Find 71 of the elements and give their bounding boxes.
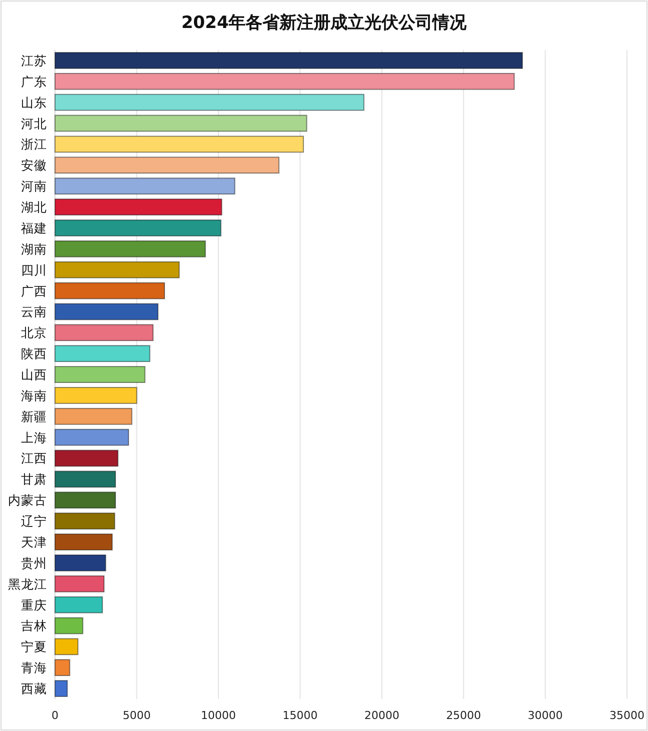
y-tick-label: 辽宁 [21, 514, 47, 529]
y-tick-label: 湖南 [21, 241, 47, 256]
y-tick-label: 吉林 [21, 618, 47, 634]
bar [54, 178, 236, 195]
bar [54, 596, 103, 614]
y-tick-label: 甘肃 [21, 472, 47, 487]
y-tick-label: 内蒙古 [8, 492, 47, 508]
y-tick-label: 四川 [21, 262, 47, 278]
y-tick-label: 广东 [21, 74, 47, 89]
y-tick-label: 湖北 [21, 200, 47, 215]
bar [54, 324, 154, 342]
bar [54, 366, 146, 383]
y-tick-label: 海南 [21, 388, 47, 403]
bar [54, 136, 304, 153]
y-tick-label: 福建 [21, 220, 47, 236]
y-tick-label: 天津 [21, 534, 47, 550]
y-tick-label: 江西 [21, 450, 47, 466]
y-tick-label: 云南 [21, 304, 47, 320]
y-tick-label: 广西 [21, 283, 47, 298]
chart-title: 2024年各省新注册成立光伏公司情况 [181, 13, 468, 33]
bar [54, 575, 105, 592]
bar [54, 680, 68, 697]
y-tick-label: 陕西 [21, 346, 47, 362]
bar [54, 240, 206, 258]
bar [54, 554, 106, 572]
y-tick-label: 黑龙江 [8, 576, 47, 592]
y-tick-label: 安徽 [21, 158, 47, 173]
bar [54, 303, 158, 320]
bar [54, 428, 130, 446]
bar [54, 534, 113, 550]
x-tick-label: 30000 [528, 709, 563, 722]
bar [54, 114, 308, 132]
bar [54, 617, 84, 634]
y-tick-label: 江苏 [21, 52, 47, 68]
y-tick-label: 青海 [21, 660, 47, 676]
bar [54, 408, 132, 425]
bar [54, 450, 118, 467]
bar [54, 261, 180, 278]
y-tick-label: 贵州 [21, 555, 47, 570]
y-tick-label: 重庆 [21, 597, 47, 612]
bar [54, 219, 222, 236]
bar [54, 345, 150, 362]
bar [54, 492, 116, 509]
x-tick-label: 10000 [200, 709, 236, 722]
bar [54, 470, 116, 488]
bar [54, 52, 523, 69]
y-tick-label: 宁夏 [21, 639, 47, 654]
bar [54, 659, 70, 676]
y-tick-label: 河南 [21, 178, 47, 194]
y-tick-label: 山西 [21, 367, 47, 382]
y-tick-label: 西藏 [21, 681, 47, 696]
x-tick-label: 20000 [364, 709, 400, 722]
bar [54, 638, 78, 656]
bar [54, 198, 222, 216]
bar [54, 94, 364, 111]
x-tick-label: 35000 [610, 709, 644, 722]
y-tick-label: 北京 [21, 325, 47, 340]
x-tick-label: 15000 [282, 709, 318, 722]
y-tick-label: 上海 [21, 430, 47, 445]
bar [54, 156, 280, 174]
x-tick-label: 0 [52, 709, 58, 722]
y-tick-label: 新疆 [21, 408, 47, 424]
bar [54, 386, 138, 404]
x-tick-label: 5000 [122, 709, 151, 722]
y-tick-label: 河北 [21, 116, 47, 131]
x-tick-label: 25000 [446, 709, 482, 722]
y-tick-label: 山东 [21, 94, 47, 110]
bar [54, 512, 116, 530]
bar [54, 282, 165, 300]
bar [54, 72, 515, 90]
y-tick-label: 浙江 [21, 136, 47, 152]
